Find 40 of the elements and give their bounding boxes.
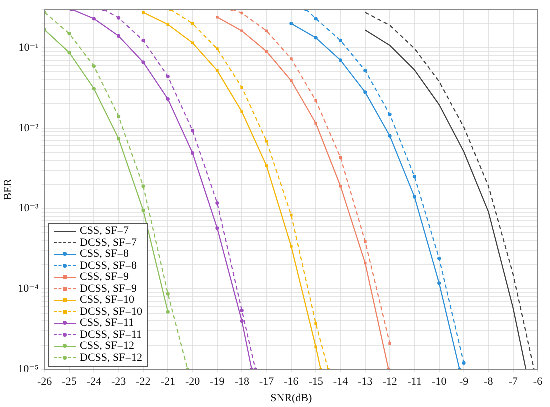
x-tick-label: -17 <box>259 376 275 388</box>
legend-label: DCSS, SF=9 <box>80 282 137 295</box>
x-tick-label: -10 <box>432 376 448 388</box>
legend-label: CSS, SF=8 <box>80 248 130 260</box>
x-tick-label: -23 <box>111 376 127 388</box>
legend-label: DCSS, SF=11 <box>80 328 142 341</box>
x-tick-label: -21 <box>160 376 176 388</box>
x-tick-label: -24 <box>86 376 102 388</box>
x-tick-label: -20 <box>185 376 201 388</box>
y-tick-label: 10⁻¹ <box>18 42 39 54</box>
x-tick-label: -22 <box>136 376 151 388</box>
legend-label: DCSS, SF=12 <box>80 352 142 364</box>
legend-label: DCSS, SF=10 <box>80 306 142 318</box>
x-tick-label: -25 <box>62 376 78 388</box>
x-axis-title: SNR(dB) <box>270 392 313 404</box>
y-tick-label: 10⁻⁵ <box>18 363 39 376</box>
legend-label: DCSS, SF=7 <box>80 236 137 249</box>
x-tick-label: -11 <box>408 376 422 388</box>
y-tick-label: 10⁻² <box>18 122 40 134</box>
x-tick-label: -26 <box>38 376 53 388</box>
y-tick-label: 10⁻⁴ <box>18 283 39 296</box>
x-tick-label: -16 <box>284 376 300 388</box>
x-tick-label: -15 <box>308 376 324 388</box>
x-tick-label: -14 <box>333 376 349 388</box>
legend-label: CSS, SF=11 <box>80 317 134 330</box>
x-tick-label: -9 <box>459 376 470 388</box>
legend-label: CSS, SF=7 <box>80 225 130 238</box>
x-tick-label: -19 <box>210 376 226 388</box>
x-tick-label: -18 <box>234 376 250 388</box>
y-tick-label: 10⁻³ <box>18 202 40 215</box>
x-tick-label: -6 <box>533 376 544 388</box>
x-tick-label: -12 <box>382 376 398 388</box>
y-axis-title: BER <box>2 178 14 200</box>
x-tick-label: -8 <box>484 376 494 388</box>
legend-label: CSS, SF=12 <box>80 340 135 352</box>
legend-label: CSS, SF=9 <box>80 271 130 284</box>
legend-label: CSS, SF=10 <box>80 294 135 306</box>
legend-label: DCSS, SF=8 <box>80 260 137 272</box>
x-tick-label: -7 <box>508 376 518 388</box>
x-tick-label: -13 <box>358 376 374 388</box>
